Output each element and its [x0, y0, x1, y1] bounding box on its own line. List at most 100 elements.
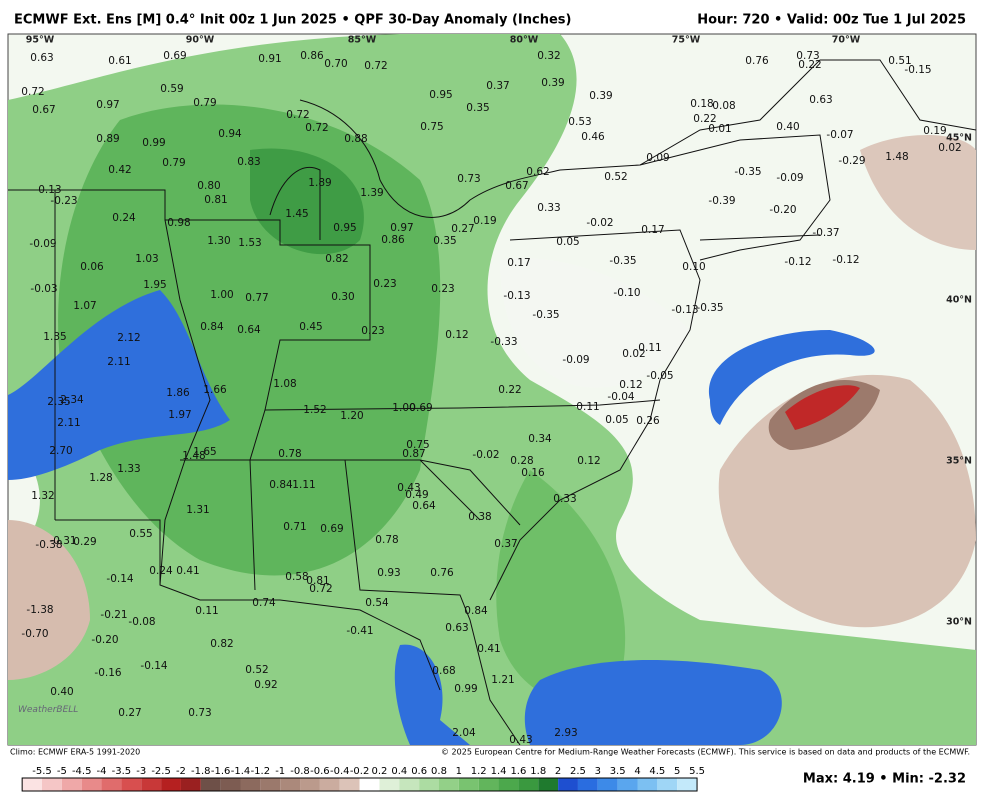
map-value: 0.33 — [553, 493, 576, 505]
legend-label: -0.4 — [330, 766, 350, 777]
legend-swatch — [280, 778, 301, 791]
legend-label: 4.5 — [649, 766, 665, 777]
map-value: 2.35 — [47, 396, 70, 408]
legend-label: 2 — [555, 766, 561, 777]
map-value: 1.52 — [303, 404, 326, 416]
map-value: -0.41 — [346, 625, 373, 637]
heavy-wet-area — [394, 644, 470, 745]
legend-label: -0.6 — [310, 766, 330, 777]
map-value: 0.73 — [188, 707, 211, 719]
legend-label: 2.5 — [570, 766, 586, 777]
copyright: © 2025 European Centre for Medium-Range … — [441, 748, 970, 757]
neutral-area — [500, 258, 690, 388]
map-value: 0.43 — [397, 482, 420, 494]
legend-label: -2.5 — [151, 766, 171, 777]
map-value: 0.05 — [556, 236, 579, 248]
legend-label: -2 — [176, 766, 186, 777]
map-value: 0.82 — [210, 638, 233, 650]
map-value: -0.08 — [128, 616, 155, 628]
legend-swatch — [458, 778, 479, 791]
map-value: 0.81 — [204, 194, 227, 206]
map-value: -0.16 — [94, 667, 121, 679]
map-value: -0.31 — [49, 535, 76, 547]
map-value: -0.14 — [106, 573, 133, 585]
map-value: 0.40 — [50, 686, 73, 698]
map-value: 0.10 — [682, 261, 705, 273]
map-value: 0.95 — [333, 222, 356, 234]
map-value: 0.12 — [619, 379, 642, 391]
legend-swatch — [399, 778, 420, 791]
map-value: 0.22 — [693, 113, 716, 125]
map-value: 0.84 — [269, 479, 293, 491]
map-value: 0.71 — [283, 521, 306, 533]
legend-label: 1.2 — [471, 766, 487, 777]
map-value: 0.11 — [195, 605, 218, 617]
legend-swatch — [617, 778, 638, 791]
map-value: 0.43 — [509, 734, 532, 746]
map-value: 0.39 — [589, 90, 612, 102]
state-border — [54, 190, 521, 746]
map-value: 1.00 — [392, 402, 415, 414]
legend-swatch — [161, 778, 181, 791]
map-value: -0.15 — [904, 64, 931, 76]
map-value: -0.14 — [140, 660, 167, 672]
map-value: 2.04 — [452, 727, 476, 739]
map-value: 0.88 — [344, 133, 367, 145]
legend-label: 3 — [595, 766, 601, 777]
map-value: 0.72 — [309, 583, 332, 595]
map-value: 0.46 — [581, 131, 605, 143]
map-value: 0.09 — [646, 152, 669, 164]
legend-swatch — [379, 778, 400, 791]
map-value: 1.35 — [43, 331, 66, 343]
map-value: 0.12 — [577, 455, 600, 467]
legend-label: 0.2 — [371, 766, 387, 777]
map-value: 0.69 — [163, 50, 186, 62]
legend-swatch — [200, 778, 221, 791]
map-values: 0.63 0.61 0.69 0.91 0.860.70 0.720.32 0.76 0.73… — [21, 50, 961, 746]
legend-swatch — [597, 778, 618, 791]
map-value: -0.20 — [91, 634, 118, 646]
map-value: -0.21 — [100, 609, 127, 621]
legend-swatch — [498, 778, 519, 791]
latitude-label: 30°N — [946, 617, 972, 628]
map-value: 0.52 — [245, 664, 268, 676]
legend-swatch — [538, 778, 559, 791]
map-value: -0.07 — [826, 129, 853, 141]
legend-label: -3 — [136, 766, 146, 777]
map-value: 0.78 — [278, 448, 301, 460]
legend-swatch — [81, 778, 102, 791]
map-value: 0.67 — [505, 180, 528, 192]
map-value: 0.24 — [149, 565, 173, 577]
map-value: 0.63 — [445, 622, 468, 634]
legend-label: 5.5 — [689, 766, 705, 777]
map-value: 0.42 — [108, 164, 131, 176]
legend-label: -1.2 — [251, 766, 271, 777]
map-value: 0.26 — [636, 415, 660, 427]
coastline — [489, 229, 701, 601]
map-value: -0.04 — [607, 391, 634, 403]
map-value: 0.74 — [252, 597, 276, 609]
map-value: 1.89 — [308, 177, 331, 189]
climo-note: Climo: ECMWF ERA-5 1991-2020 — [10, 748, 140, 757]
map-value: 1.33 — [117, 463, 140, 475]
map-value: 0.37 — [494, 538, 517, 550]
latitude-label: 45°N — [946, 133, 972, 144]
map-value: 0.99 — [142, 137, 165, 149]
legend-label: -0.8 — [290, 766, 310, 777]
map-value: 0.32 — [537, 50, 560, 62]
map-value: 0.91 — [258, 53, 281, 65]
map-value: 1.08 — [273, 378, 296, 390]
legend-swatch — [260, 778, 281, 791]
map-value: 1.07 — [73, 300, 96, 312]
map-value: 0.72 — [21, 86, 44, 98]
map-value: 0.19 — [923, 125, 946, 137]
map-value: 0.12 — [445, 329, 468, 341]
map-value: 1.39 — [360, 187, 383, 199]
legend-label: 0.8 — [431, 766, 447, 777]
map-value: -0.20 — [769, 204, 796, 216]
map-value: 2.11 — [57, 417, 80, 429]
legend-swatch — [478, 778, 499, 791]
map-value: 0.39 — [541, 77, 564, 89]
state-border — [8, 189, 661, 411]
